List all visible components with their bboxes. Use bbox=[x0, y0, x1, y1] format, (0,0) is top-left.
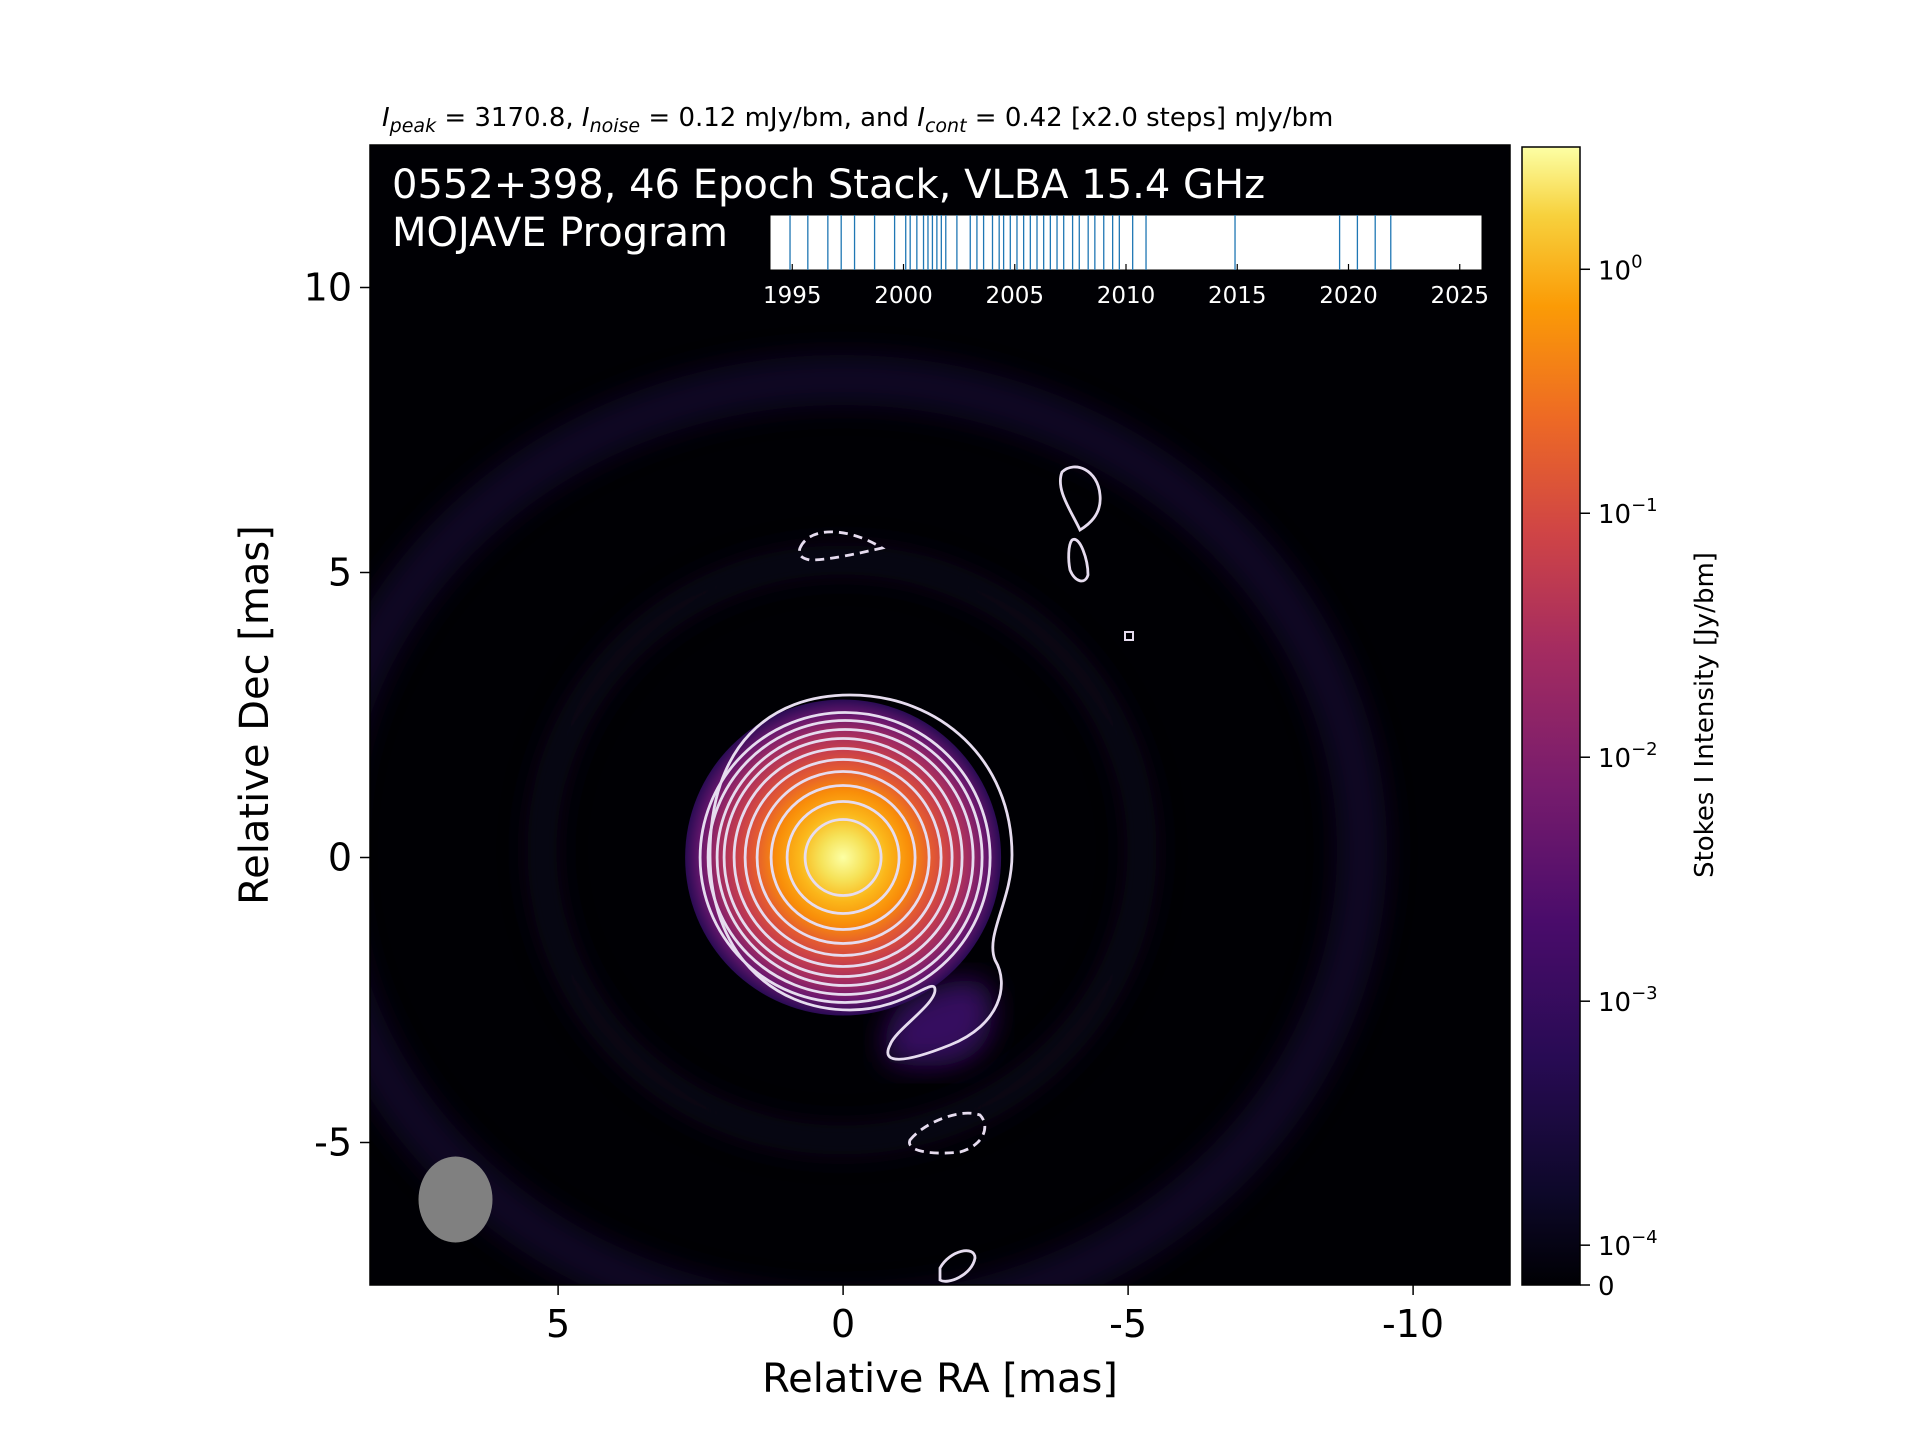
y-axis-label: Relative Dec [mas] bbox=[232, 525, 278, 905]
timeline-ticks: 1995 2000 2005 2010 2015 2020 2025 bbox=[763, 264, 1489, 309]
contour-ring bbox=[722, 737, 964, 978]
contour-ring bbox=[732, 747, 954, 968]
contour-north-2 bbox=[1067, 538, 1090, 583]
colorbar-label: Stokes I Intensity [Jy/bm] bbox=[1690, 552, 1720, 878]
intensity-map: 5 0 -5 -10 10 5 0 -5 Relative RA [mas] Relativ… bbox=[232, 144, 1511, 1402]
contour-rings bbox=[698, 711, 992, 1004]
y-tick-label: -5 bbox=[314, 1121, 352, 1165]
core-emission bbox=[685, 699, 1002, 1016]
beam-ellipse bbox=[418, 1156, 493, 1243]
colorbar-ticks: 0 10−4 10−3 10−2 10−1 100 bbox=[1580, 251, 1658, 1302]
colorbar-tick-label: 10−2 bbox=[1598, 739, 1658, 774]
colorbar-tick-label: 10−3 bbox=[1598, 983, 1658, 1018]
x-tick-label: -5 bbox=[1109, 1302, 1147, 1346]
jet-emission bbox=[885, 979, 993, 1067]
contour-north-1 bbox=[1059, 465, 1102, 533]
contour-ring bbox=[769, 784, 917, 931]
x-tick-label: 0 bbox=[831, 1302, 855, 1346]
colorbar-tick-label: 10−1 bbox=[1598, 495, 1658, 530]
colorbar-tick-label: 10−4 bbox=[1598, 1227, 1658, 1262]
contour-ring bbox=[706, 719, 984, 996]
colorbar-tick-label: 0 bbox=[1598, 1272, 1615, 1302]
sidelobe-ring bbox=[370, 355, 1387, 1285]
contour-ring bbox=[803, 818, 883, 897]
y-tick-label: 5 bbox=[328, 551, 352, 595]
epoch-timeline: 1995 2000 2005 2010 2015 2020 2025 bbox=[763, 214, 1489, 309]
y-tick-label: 0 bbox=[328, 836, 352, 880]
colorbar-tick-label: 100 bbox=[1598, 251, 1643, 286]
x-axis-ticks: 5 0 -5 -10 bbox=[546, 1285, 1444, 1346]
x-tick-label: -10 bbox=[1382, 1302, 1444, 1346]
contours bbox=[698, 465, 1134, 1283]
timeline-tick-label: 2005 bbox=[985, 283, 1044, 309]
contour-south bbox=[938, 1249, 977, 1283]
y-axis-ticks: 10 5 0 -5 bbox=[304, 266, 370, 1165]
timeline-tick-label: 2010 bbox=[1097, 283, 1156, 309]
timeline-tick-label: 1995 bbox=[763, 283, 822, 309]
timeline-tick-label: 2015 bbox=[1208, 283, 1267, 309]
contour-negative-north bbox=[797, 530, 886, 562]
contour-ring bbox=[755, 770, 931, 945]
timeline-box bbox=[769, 214, 1483, 271]
contour-negative-south bbox=[908, 1111, 987, 1155]
x-axis-label: Relative RA [mas] bbox=[762, 1356, 1118, 1402]
contour-north-3 bbox=[1124, 631, 1134, 641]
x-tick-label: 5 bbox=[546, 1302, 570, 1346]
contour-outer bbox=[708, 693, 1014, 1061]
contour-ring bbox=[743, 758, 943, 957]
y-tick-label: 10 bbox=[304, 266, 352, 310]
colorbar-gradient bbox=[1521, 146, 1581, 1286]
map-frame bbox=[369, 144, 1511, 1286]
timeline-tick-label: 2025 bbox=[1430, 283, 1489, 309]
contour-ring bbox=[715, 728, 975, 987]
panel-title-line1: 0552+398, 46 Epoch Stack, VLBA 15.4 GHz bbox=[392, 162, 1265, 208]
timeline-epochs bbox=[789, 215, 1392, 270]
timeline-tick-label: 2000 bbox=[874, 283, 933, 309]
header-title: Ipeak = 3170.8, Inoise = 0.12 mJy/bm, an… bbox=[382, 103, 1333, 137]
contour-ring bbox=[785, 800, 901, 915]
colorbar: 0 10−4 10−3 10−2 10−1 100 Stokes I Intensity … bbox=[1521, 146, 1720, 1302]
timeline-tick-label: 2020 bbox=[1319, 283, 1378, 309]
panel-title-line2: MOJAVE Program bbox=[392, 210, 728, 256]
contour-ring bbox=[698, 711, 992, 1004]
